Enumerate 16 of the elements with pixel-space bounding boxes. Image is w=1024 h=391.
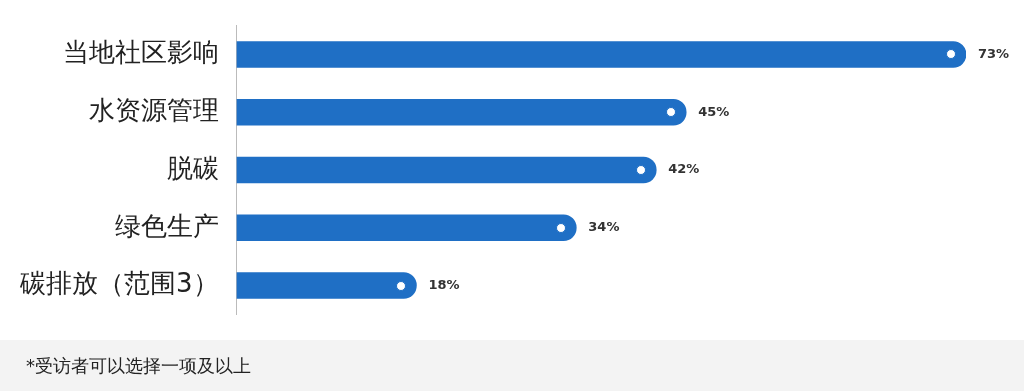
y-tick-label: 水资源管理 [88, 94, 219, 125]
y-tick-label: 碳排放（范围3） [19, 268, 219, 299]
data-label: 42% [668, 161, 700, 177]
data-label: 34% [588, 219, 620, 235]
bar [236, 214, 577, 242]
bar [236, 272, 417, 299]
data-label: 73% [978, 45, 1010, 61]
y-tick-label: 脱碳 [166, 152, 219, 183]
data-label: 45% [698, 103, 730, 119]
bar [236, 98, 687, 126]
y-tick-label: 绿色生产 [114, 210, 219, 241]
y-tick-label: 当地社区影响 [62, 37, 219, 68]
bar [236, 156, 657, 184]
text: *受访者可以选择一项及以上 [26, 354, 252, 378]
data-label: 18% [428, 276, 460, 292]
bar [236, 41, 966, 68]
